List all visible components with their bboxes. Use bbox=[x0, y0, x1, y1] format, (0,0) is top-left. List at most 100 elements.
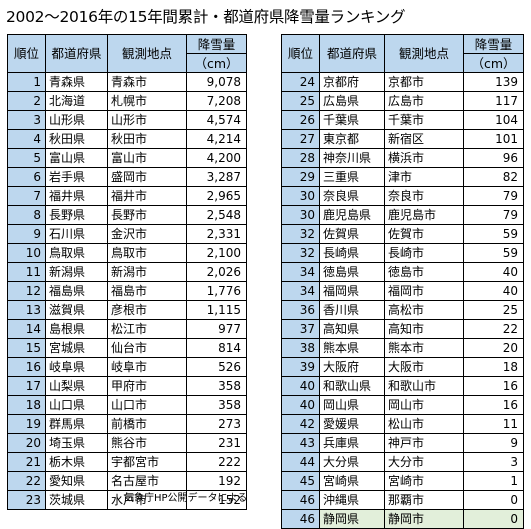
station-cell: 佐賀市 bbox=[384, 224, 464, 244]
rank-cell: 22 bbox=[7, 471, 46, 491]
snowfall-cell: 18 bbox=[463, 357, 524, 377]
prefecture-cell: 福岡県 bbox=[319, 281, 385, 301]
table-row: 11 新潟県 新潟市 2,026 bbox=[7, 262, 247, 282]
snowfall-cell: 16 bbox=[463, 376, 524, 396]
prefecture-cell: 奈良県 bbox=[319, 186, 385, 206]
table-row: 20 埼玉県 熊谷市 231 bbox=[7, 433, 247, 453]
rank-cell: 40 bbox=[281, 395, 320, 415]
snowfall-cell: 117 bbox=[463, 91, 524, 111]
snowfall-cell: 3,287 bbox=[186, 167, 247, 187]
rank-cell: 21 bbox=[7, 452, 46, 472]
table-row: 30 鹿児島県 鹿児島市 79 bbox=[281, 205, 524, 225]
table-header-row-2: （cm） bbox=[8, 53, 247, 73]
table-row: 2 北海道 札幌市 7,208 bbox=[7, 91, 247, 111]
prefecture-cell: 宮城県 bbox=[45, 338, 108, 358]
prefecture-cell: 徳島県 bbox=[319, 262, 385, 282]
station-cell: 長崎市 bbox=[384, 243, 464, 263]
rank-cell: 25 bbox=[281, 91, 320, 111]
table-row: 46 静岡県 静岡市 0 bbox=[281, 509, 524, 529]
table-row: 29 三重県 津市 82 bbox=[281, 167, 524, 187]
rank-cell: 39 bbox=[281, 357, 320, 377]
rank-cell: 3 bbox=[7, 110, 46, 130]
station-cell: 金沢市 bbox=[107, 224, 187, 244]
table-header-row-2: （cm） bbox=[282, 53, 524, 73]
table-row: 44 大分県 大分市 3 bbox=[281, 452, 524, 472]
station-cell: 松山市 bbox=[384, 414, 464, 434]
prefecture-cell: 福島県 bbox=[45, 281, 108, 301]
rank-cell: 32 bbox=[281, 243, 320, 263]
prefecture-cell: 香川県 bbox=[319, 300, 385, 320]
rank-cell: 43 bbox=[281, 433, 320, 453]
table-row: 10 鳥取県 鳥取市 2,100 bbox=[7, 243, 247, 263]
station-cell: 高松市 bbox=[384, 300, 464, 320]
rank-cell: 8 bbox=[7, 205, 46, 225]
table-row: 21 栃木県 宇都宮市 222 bbox=[7, 452, 247, 472]
prefecture-cell: 京都府 bbox=[319, 72, 385, 92]
prefecture-cell: 千葉県 bbox=[319, 110, 385, 130]
header-prefecture: 都道府県 bbox=[319, 34, 385, 73]
station-cell: 岡山市 bbox=[384, 395, 464, 415]
table-row: 45 宮崎県 宮崎市 1 bbox=[281, 471, 524, 491]
rank-cell: 40 bbox=[281, 376, 320, 396]
rank-cell: 32 bbox=[281, 224, 320, 244]
snowfall-cell: 0 bbox=[463, 490, 524, 510]
station-cell: 甲府市 bbox=[107, 376, 187, 396]
table-row: 43 兵庫県 神戸市 9 bbox=[281, 433, 524, 453]
prefecture-cell: 山梨県 bbox=[45, 376, 108, 396]
table-row: 7 福井県 福井市 2,965 bbox=[7, 186, 247, 206]
rank-cell: 10 bbox=[7, 243, 46, 263]
snowfall-cell: 4,200 bbox=[186, 148, 247, 168]
table-row: 34 福岡県 福岡市 40 bbox=[281, 281, 524, 301]
station-cell: 名古屋市 bbox=[107, 471, 187, 491]
station-cell: 福井市 bbox=[107, 186, 187, 206]
rank-cell: 44 bbox=[281, 452, 320, 472]
snowfall-cell: 526 bbox=[186, 357, 247, 377]
table-row: 9 石川県 金沢市 2,331 bbox=[7, 224, 247, 244]
rank-cell: 36 bbox=[281, 300, 320, 320]
station-cell: 彦根市 bbox=[107, 300, 187, 320]
rank-cell: 17 bbox=[7, 376, 46, 396]
station-cell: 徳島市 bbox=[384, 262, 464, 282]
prefecture-cell: 岐阜県 bbox=[45, 357, 108, 377]
table-row: 36 香川県 高松市 25 bbox=[281, 300, 524, 320]
rank-cell: 34 bbox=[281, 262, 320, 282]
ranking-table-right: 順位 都道府県 観測地点 降雪量 （cm） 24 京都府 京都市 139 25 広島県 広島… bbox=[281, 34, 524, 529]
table-row: 13 滋賀県 彦根市 1,115 bbox=[7, 300, 247, 320]
station-cell: 福岡市 bbox=[384, 281, 464, 301]
station-cell: 奈良市 bbox=[384, 186, 464, 206]
table-row: 17 山梨県 甲府市 358 bbox=[7, 376, 247, 396]
table-row: 14 島根県 松江市 977 bbox=[7, 319, 247, 339]
table-row: 12 福島県 福島市 1,776 bbox=[7, 281, 247, 301]
rank-cell: 16 bbox=[7, 357, 46, 377]
rank-cell: 46 bbox=[281, 509, 320, 529]
prefecture-cell: 岡山県 bbox=[319, 395, 385, 415]
header-snowfall: 降雪量 bbox=[186, 34, 247, 54]
station-cell: 富山市 bbox=[107, 148, 187, 168]
prefecture-cell: 福井県 bbox=[45, 186, 108, 206]
station-cell: 札幌市 bbox=[107, 91, 187, 111]
station-cell: 山形市 bbox=[107, 110, 187, 130]
station-cell: 千葉市 bbox=[384, 110, 464, 130]
snowfall-cell: 82 bbox=[463, 167, 524, 187]
prefecture-cell: 茨城県 bbox=[45, 490, 108, 510]
station-cell: 新潟市 bbox=[107, 262, 187, 282]
prefecture-cell: 佐賀県 bbox=[319, 224, 385, 244]
prefecture-cell: 東京都 bbox=[319, 129, 385, 149]
snowfall-cell: 2,026 bbox=[186, 262, 247, 282]
prefecture-cell: 三重県 bbox=[319, 167, 385, 187]
table-header-row: 順位 都道府県 観測地点 降雪量 bbox=[281, 34, 524, 73]
snowfall-cell: 4,214 bbox=[186, 129, 247, 149]
prefecture-cell: 兵庫県 bbox=[319, 433, 385, 453]
rank-cell: 18 bbox=[7, 395, 46, 415]
prefecture-cell: 富山県 bbox=[45, 148, 108, 168]
station-cell: 横浜市 bbox=[384, 148, 464, 168]
rank-cell: 20 bbox=[7, 433, 46, 453]
table-row: 3 山形県 山形市 4,574 bbox=[7, 110, 247, 130]
prefecture-cell: 宮崎県 bbox=[319, 471, 385, 491]
prefecture-cell: 青森県 bbox=[45, 72, 108, 92]
table-row: 37 高知県 高知市 22 bbox=[281, 319, 524, 339]
rank-cell: 46 bbox=[281, 490, 320, 510]
prefecture-cell: 静岡県 bbox=[319, 509, 385, 529]
station-cell: 盛岡市 bbox=[107, 167, 187, 187]
station-cell: 静岡市 bbox=[384, 509, 464, 529]
